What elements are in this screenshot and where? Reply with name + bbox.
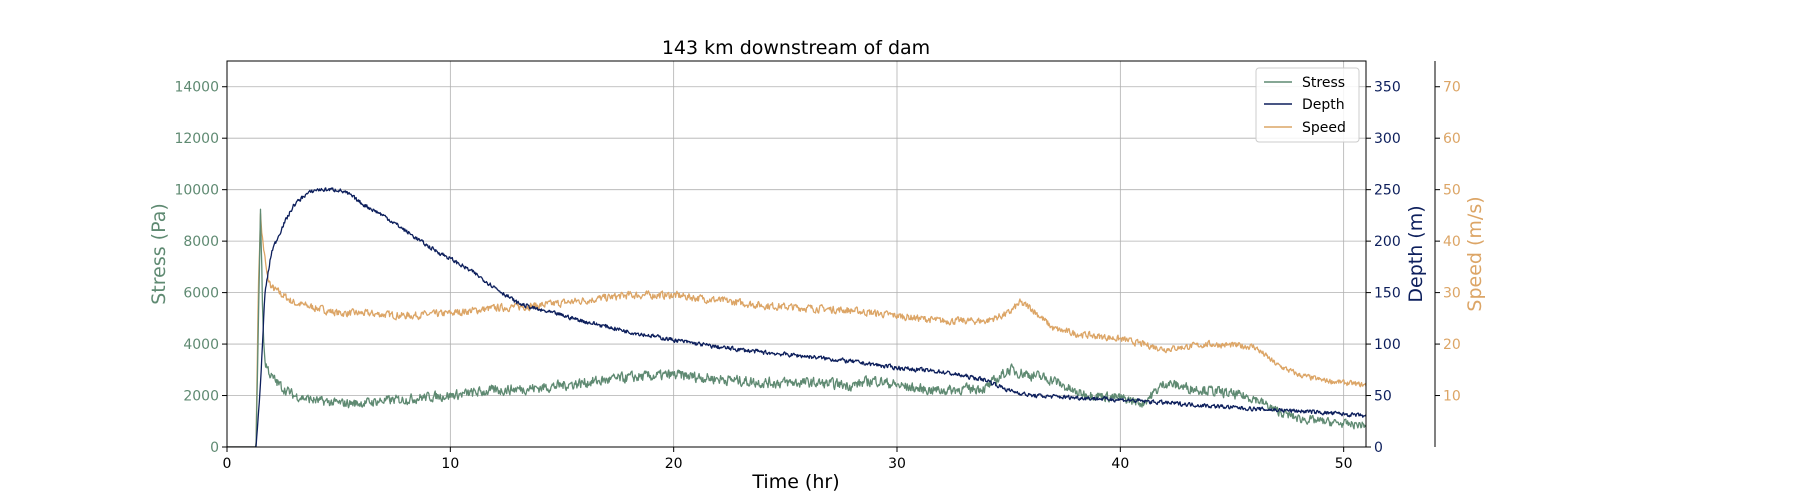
x-tick-label: 30 bbox=[888, 456, 906, 472]
speed-tick-label: 40 bbox=[1443, 234, 1461, 250]
speed-tick-label: 50 bbox=[1443, 183, 1461, 199]
stress-tick-label: 14000 bbox=[174, 80, 219, 96]
stress-tick-label: 2000 bbox=[183, 389, 219, 405]
depth-tick-label: 50 bbox=[1374, 389, 1392, 405]
x-tick-label: 20 bbox=[665, 456, 683, 472]
stress-tick-label: 4000 bbox=[183, 337, 219, 353]
stress-tick-label: 8000 bbox=[183, 234, 219, 250]
speed-tick-label: 70 bbox=[1443, 80, 1461, 96]
series-line-stress bbox=[227, 208, 1366, 447]
series-line-depth bbox=[227, 187, 1366, 447]
x-tick-label: 10 bbox=[441, 456, 459, 472]
legend: Stress Depth Speed bbox=[1255, 67, 1360, 143]
speed-tick-label: 20 bbox=[1443, 337, 1461, 353]
depth-tick-label: 350 bbox=[1374, 80, 1401, 96]
chart-title: 143 km downstream of dam bbox=[662, 37, 930, 59]
depth-tick-label: 200 bbox=[1374, 234, 1401, 250]
x-tick-label: 50 bbox=[1335, 456, 1353, 472]
depth-axis-label: Depth (m) bbox=[1405, 205, 1427, 302]
x-tick-label: 0 bbox=[223, 456, 232, 472]
x-tick-label: 40 bbox=[1111, 456, 1129, 472]
speed-tick-label: 10 bbox=[1443, 389, 1461, 405]
depth-tick-label: 100 bbox=[1374, 337, 1401, 353]
stress-tick-label: 6000 bbox=[183, 286, 219, 302]
legend-box bbox=[1255, 67, 1360, 143]
depth-tick-label: 0 bbox=[1374, 440, 1383, 456]
series-line-speed bbox=[227, 212, 1366, 447]
legend-label-speed: Speed bbox=[1302, 120, 1346, 136]
plot-frame bbox=[226, 60, 1367, 448]
depth-tick-label: 150 bbox=[1374, 286, 1401, 302]
stress-tick-label: 0 bbox=[210, 440, 219, 456]
stress-axis-label: Stress (Pa) bbox=[148, 203, 170, 305]
stress-tick-label: 12000 bbox=[174, 131, 219, 147]
x-axis-label: Time (hr) bbox=[751, 471, 839, 493]
depth-tick-label: 300 bbox=[1374, 131, 1401, 147]
stress-tick-label: 10000 bbox=[174, 183, 219, 199]
speed-tick-label: 60 bbox=[1443, 131, 1461, 147]
ticks: 0 10 20 30 40 5002000400060008000100001200014… bbox=[174, 80, 1460, 472]
legend-label-depth: Depth bbox=[1302, 97, 1345, 113]
legend-label-stress: Stress bbox=[1302, 75, 1345, 91]
depth-tick-label: 250 bbox=[1374, 183, 1401, 199]
series-lines bbox=[227, 187, 1366, 447]
speed-tick-label: 30 bbox=[1443, 286, 1461, 302]
speed-axis-label: Speed (m/s) bbox=[1464, 196, 1486, 311]
